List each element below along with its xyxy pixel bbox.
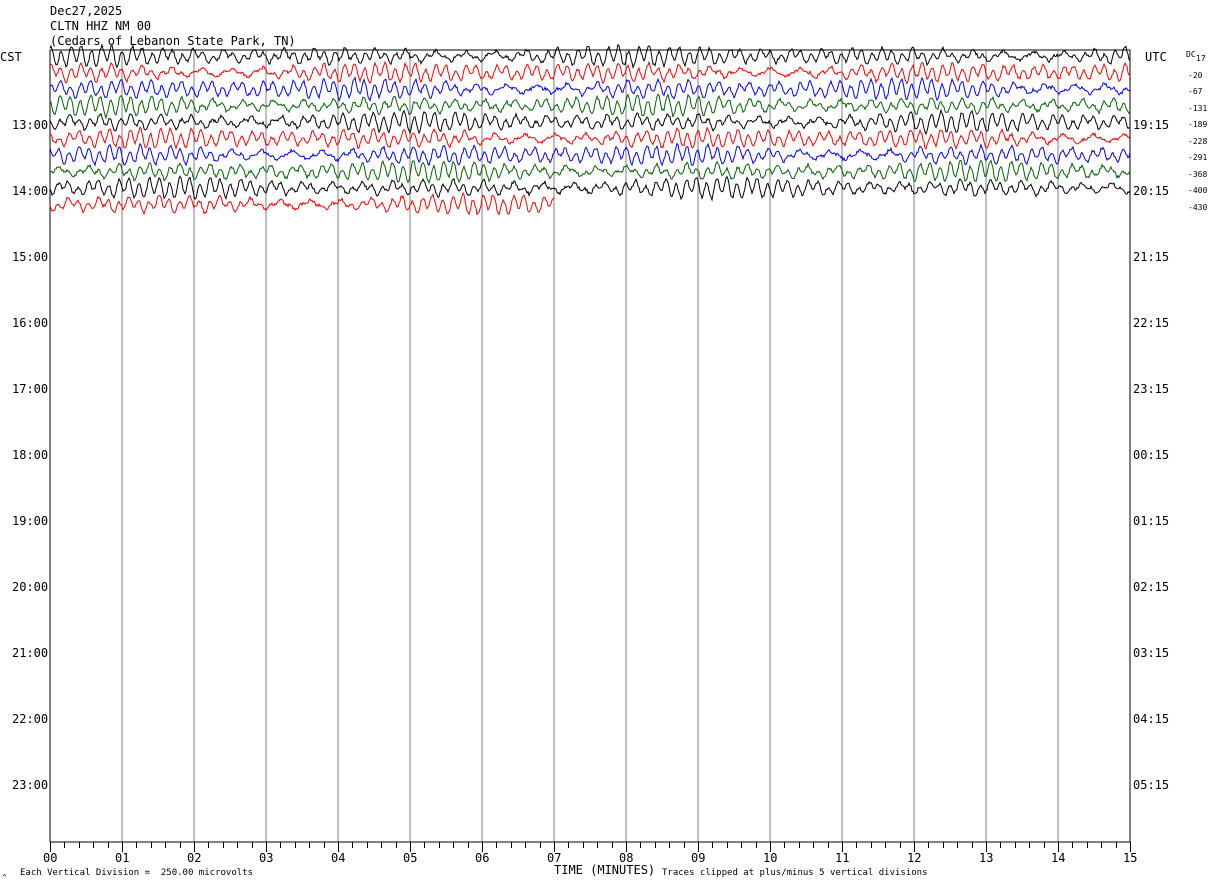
dc-offset-label: -400 xyxy=(1188,186,1208,195)
right-hour-label: 02:15 xyxy=(1133,580,1170,594)
dc-header-label: DC xyxy=(1186,50,1196,59)
x-tick-label: 01 xyxy=(115,851,130,865)
scale-note: Each Vertical Division = 250.00 microvol… xyxy=(20,868,253,878)
right-hour-label: 21:15 xyxy=(1133,250,1170,264)
left-hour-label: 20:00 xyxy=(12,580,49,594)
seismic-trace xyxy=(49,159,1131,185)
dc-offset-label: -228 xyxy=(1188,136,1208,146)
corner-mark: ^ xyxy=(2,873,7,882)
right-hour-label: 22:15 xyxy=(1133,316,1170,330)
dc-offset-label: -291 xyxy=(1188,153,1208,162)
right-hour-label: 01:15 xyxy=(1133,514,1170,528)
x-tick-label: 00 xyxy=(43,851,58,865)
right-hour-label: 00:15 xyxy=(1133,448,1170,462)
seismic-trace xyxy=(49,126,1131,151)
clip-note: Traces clipped at plus/minus 5 vertical … xyxy=(662,868,928,878)
x-tick-label: 15 xyxy=(1123,851,1138,865)
seismic-trace xyxy=(49,42,1131,69)
left-hour-label: 18:00 xyxy=(12,448,49,462)
x-tick-label: 06 xyxy=(475,851,490,865)
right-hour-label: 19:15 xyxy=(1133,118,1170,132)
left-timezone-label: CST xyxy=(0,50,22,64)
right-hour-label: 05:15 xyxy=(1133,778,1170,792)
left-hour-label: 14:00 xyxy=(12,184,49,198)
plot-date: Dec27,2025 xyxy=(50,4,123,18)
x-tick-label: 05 xyxy=(403,851,418,865)
left-hour-label: 23:00 xyxy=(12,778,49,792)
station-code: CLTN HHZ NM 00 xyxy=(50,19,152,33)
x-tick-label: 13 xyxy=(979,851,994,865)
dc-offset-label: 17 xyxy=(1196,54,1206,63)
seismic-trace xyxy=(49,60,1131,85)
left-hour-label: 16:00 xyxy=(12,316,49,330)
x-tick-label: 02 xyxy=(187,851,202,865)
dc-offset-label: -20 xyxy=(1188,70,1203,80)
left-hour-label: 19:00 xyxy=(12,514,49,528)
dc-offset-label: -189 xyxy=(1188,120,1208,129)
x-tick-label: 03 xyxy=(259,851,274,865)
time-axis xyxy=(50,841,1131,852)
x-tick-label: 10 xyxy=(763,851,778,865)
dc-offset-label: -131 xyxy=(1188,103,1208,113)
station-location: (Cedars of Lebanon State Park, TN) xyxy=(50,34,296,48)
left-hour-label: 22:00 xyxy=(12,712,49,726)
dc-offset-label: -368 xyxy=(1188,169,1208,179)
minute-grid xyxy=(49,49,1131,842)
x-tick-label: 07 xyxy=(547,851,562,865)
left-hour-label: 17:00 xyxy=(12,382,49,396)
x-tick-label: 11 xyxy=(835,851,850,865)
dc-offset-label: -67 xyxy=(1188,87,1203,96)
right-hour-label: 20:15 xyxy=(1133,184,1170,198)
x-tick-label: 12 xyxy=(907,851,922,865)
x-axis-title: TIME (MINUTES) xyxy=(554,863,656,877)
seismic-trace xyxy=(49,108,1131,136)
x-tick-label: 09 xyxy=(691,851,706,865)
x-tick-label: 04 xyxy=(331,851,346,865)
left-hour-label: 15:00 xyxy=(12,250,49,264)
seismic-trace xyxy=(49,142,1131,167)
x-tick-label: 08 xyxy=(619,851,634,865)
seismic-trace xyxy=(49,175,1131,202)
trace-group xyxy=(49,42,1131,216)
right-hour-label: 23:15 xyxy=(1133,382,1170,396)
left-hour-label: 13:00 xyxy=(12,118,49,132)
seismic-trace xyxy=(49,93,1131,120)
x-tick-label: 14 xyxy=(1051,851,1066,865)
dc-offset-label: -430 xyxy=(1188,202,1208,212)
right-hour-label: 03:15 xyxy=(1133,646,1170,660)
seismic-trace xyxy=(49,76,1131,103)
right-hour-label: 04:15 xyxy=(1133,712,1170,726)
right-timezone-label: UTC xyxy=(1145,50,1167,64)
left-hour-label: 21:00 xyxy=(12,646,49,660)
seismic-trace xyxy=(49,191,555,216)
